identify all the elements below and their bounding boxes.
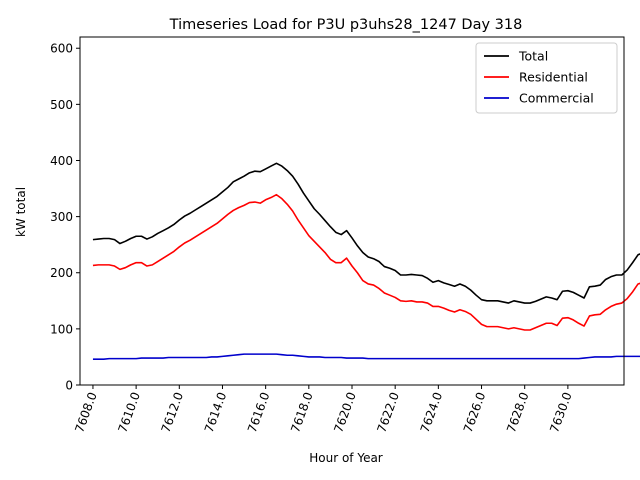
x-axis-label: Hour of Year — [309, 451, 383, 465]
y-tick-label: 100 — [50, 322, 73, 336]
legend-label-residential: Residential — [519, 70, 588, 85]
legend-box — [475, 42, 618, 114]
series-line-total — [92, 162, 640, 304]
legend-label-commercial: Commercial — [519, 91, 594, 106]
y-axis-label: kW total — [14, 187, 28, 237]
y-tick-label: 600 — [50, 42, 73, 56]
series-layer — [92, 162, 640, 360]
x-tick-label: 7610.0 — [115, 390, 143, 434]
y-tick-label: 0 — [65, 379, 73, 393]
x-tick-label: 7620.0 — [331, 390, 359, 434]
x-tick-label: 7614.0 — [202, 390, 230, 434]
y-tick-label: 300 — [50, 210, 73, 224]
x-tick-label: 7616.0 — [245, 390, 273, 434]
legend: Total Residential Commercial — [475, 42, 618, 114]
x-tick-label: 7618.0 — [288, 390, 316, 434]
y-tick-label: 500 — [50, 98, 73, 112]
series-line-commercial — [92, 353, 640, 360]
x-tick-label: 7624.0 — [418, 390, 446, 434]
x-tick-label: 7628.0 — [504, 390, 532, 434]
x-tick-label: 7608.0 — [72, 390, 100, 434]
series-line-residential — [92, 193, 640, 331]
chart-title: Timeseries Load for P3U p3uhs28_1247 Day… — [169, 17, 523, 33]
x-tick-label: 7626.0 — [461, 390, 489, 434]
y-tick-label: 200 — [50, 266, 73, 280]
y-tick-label: 400 — [50, 154, 73, 168]
legend-label-total: Total — [518, 49, 548, 64]
x-tick-label: 7630.0 — [547, 390, 575, 434]
x-tick-label: 7622.0 — [374, 390, 402, 434]
x-tick-label: 7612.0 — [159, 390, 187, 434]
